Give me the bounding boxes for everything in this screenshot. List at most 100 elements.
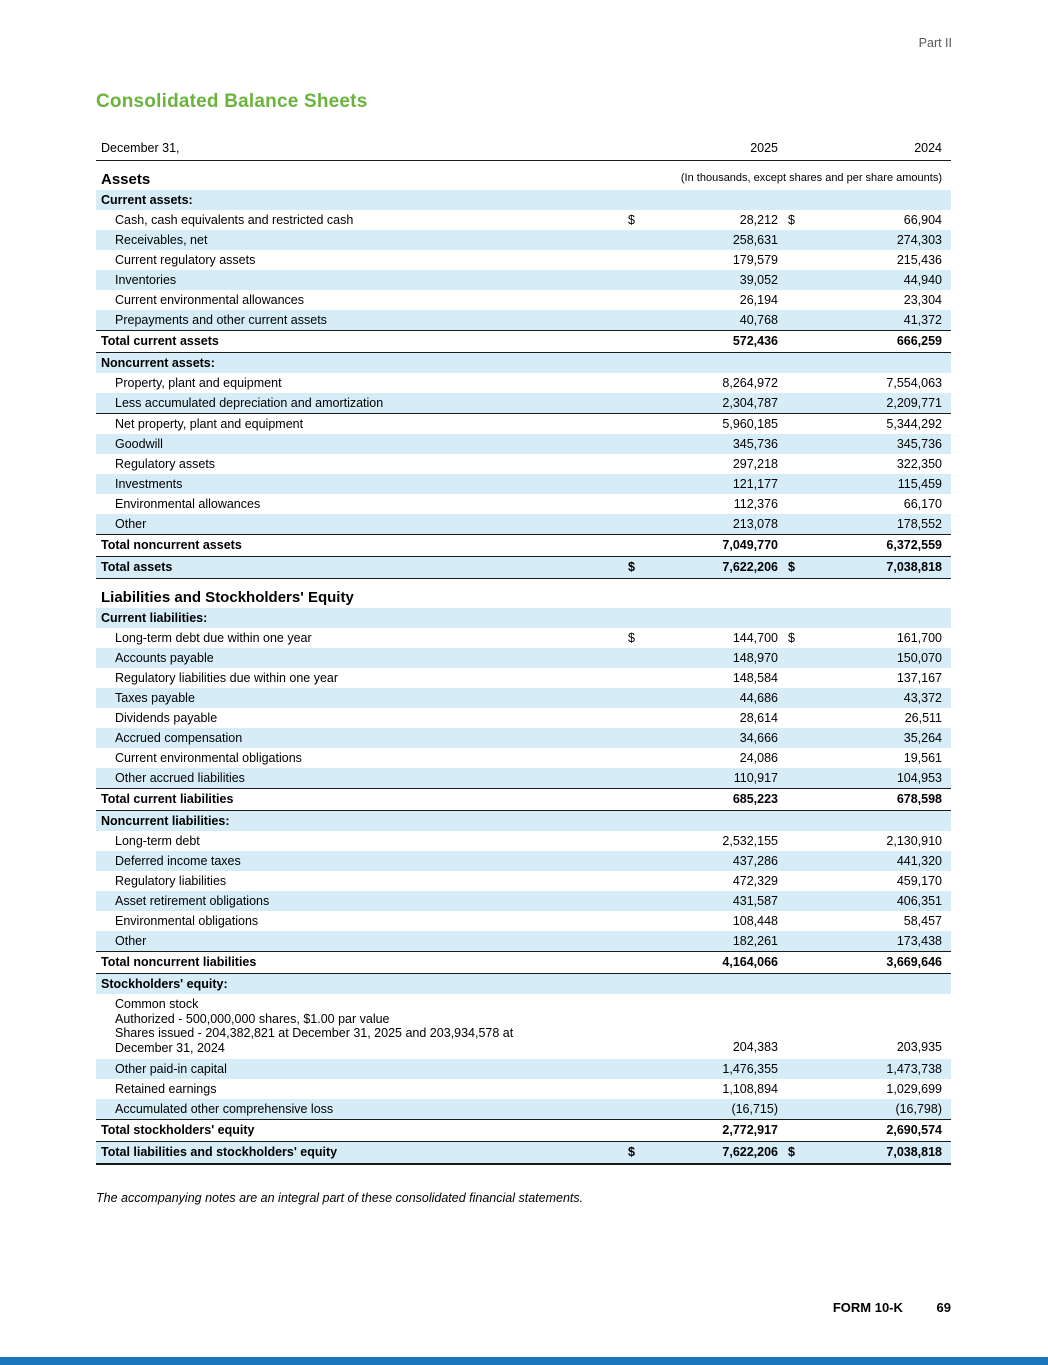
row-label: Net property, plant and equipment [115, 416, 304, 431]
row-label: Inventories [115, 272, 177, 287]
row-label: Total current liabilities [101, 792, 234, 806]
currency-2025: $ [628, 630, 635, 645]
value-2024: 161,700 [896, 630, 942, 645]
value-2024: 3,669,646 [886, 955, 942, 969]
value-2024: 1,473,738 [886, 1061, 942, 1076]
section-row: Current liabilities: [96, 608, 951, 628]
value-2024: 7,038,818 [886, 560, 942, 574]
currency-2024: $ [788, 630, 795, 645]
table-row: Other 213,078 178,552 [96, 514, 951, 534]
value-2024: 43,372 [903, 690, 942, 705]
row-label: Stockholders' equity: [101, 976, 228, 991]
value-2024: 23,304 [903, 292, 942, 307]
row-label-line: Authorized - 500,000,000 shares, $1.00 p… [115, 1011, 390, 1026]
row-label: Deferred income taxes [115, 853, 241, 868]
row-label: Current liabilities: [101, 610, 208, 625]
value-2025: 34,666 [739, 730, 778, 745]
table-row: Accumulated other comprehensive loss (16,… [96, 1099, 951, 1119]
value-2025: 297,218 [732, 456, 778, 471]
value-2025: 7,622,206 [722, 560, 778, 574]
form-label: FORM 10-K [832, 1300, 903, 1315]
value-2025: 213,078 [732, 516, 778, 531]
value-2025: 8,264,972 [722, 375, 778, 390]
value-2025: 472,329 [732, 873, 778, 888]
value-2025: 2,532,155 [722, 833, 778, 848]
row-label: Goodwill [115, 436, 163, 451]
content: Consolidated Balance Sheets December 31,… [96, 91, 951, 1205]
table-row: Cash, cash equivalents and restricted ca… [96, 210, 951, 230]
value-2025: 685,223 [732, 792, 778, 806]
total-row: Total liabilities and stockholders' equi… [96, 1142, 951, 1165]
table-row: Current regulatory assets 179,579 215,436 [96, 250, 951, 270]
row-label-line: December 31, 2024 [115, 1040, 225, 1055]
value-2025: 26,194 [739, 292, 778, 307]
value-2025: 204,383 [732, 1040, 778, 1054]
table-row: Prepayments and other current assets 40,7… [96, 310, 951, 330]
value-2024: 178,552 [896, 516, 942, 531]
currency-2024: $ [788, 560, 795, 574]
row-label: Cash, cash equivalents and restricted ca… [115, 212, 354, 227]
row-label: Prepayments and other current assets [115, 312, 327, 327]
value-2025: 5,960,185 [722, 416, 778, 431]
value-2025: 112,376 [733, 496, 778, 511]
value-2025: 572,436 [732, 334, 778, 348]
row-label: Current regulatory assets [115, 252, 256, 267]
value-2024: 1,029,699 [886, 1081, 942, 1096]
value-2024: 215,436 [896, 252, 942, 267]
table-row: Environmental allowances 112,376 66,170 [96, 494, 951, 514]
value-2025: 4,164,066 [722, 955, 778, 969]
row-label: Accounts payable [115, 650, 214, 665]
row-label: Regulatory liabilities [115, 873, 227, 888]
table-row: Deferred income taxes 437,286 441,320 [96, 851, 951, 871]
value-2024: 678,598 [896, 792, 942, 806]
row-label: Total noncurrent assets [101, 538, 242, 552]
table-row: Other paid-in capital 1,476,355 1,473,738 [96, 1059, 951, 1079]
units-note: (In thousands, except shares and per sha… [680, 172, 942, 184]
section-row: Stockholders' equity: [96, 974, 951, 994]
value-2024: 26,511 [904, 710, 942, 725]
form-footer: FORM 10-K 69 [833, 1300, 951, 1315]
value-2024: 35,264 [903, 730, 942, 745]
table-row: Less accumulated depreciation and amorti… [96, 393, 951, 414]
row-label: Other accrued liabilities [115, 770, 245, 785]
group-heading: Assets [101, 171, 151, 188]
table-row: Goodwill 345,736 345,736 [96, 434, 951, 454]
table-row: Accrued compensation 34,666 35,264 [96, 728, 951, 748]
value-2025: 2,304,787 [722, 395, 778, 410]
row-label: Total current assets [101, 334, 219, 348]
total-row: Total current liabilities 685,223 678,598 [96, 788, 951, 811]
row-label: Investments [115, 476, 183, 491]
row-label: Less accumulated depreciation and amorti… [115, 395, 384, 410]
value-2025: 182,261 [732, 933, 778, 948]
section-row: Noncurrent liabilities: [96, 811, 951, 831]
value-2024: 345,736 [896, 436, 942, 451]
row-label: Current environmental allowances [115, 292, 304, 307]
table-row: Other 182,261 173,438 [96, 931, 951, 951]
value-2024: 274,303 [896, 232, 942, 247]
table-row: Net property, plant and equipment 5,960,1… [96, 414, 951, 434]
row-label: Receivables, net [115, 232, 208, 247]
currency-2025: $ [628, 212, 635, 227]
row-label: Noncurrent liabilities: [101, 813, 230, 828]
value-2024: 322,350 [896, 456, 942, 471]
group-row: Assets (In thousands, except shares and p… [96, 161, 951, 190]
row-label: Regulatory liabilities due within one ye… [115, 670, 339, 685]
table-row: Accounts payable 148,970 150,070 [96, 648, 951, 668]
value-2024: 5,344,292 [886, 416, 942, 431]
value-2025: 144,700 [732, 630, 778, 645]
table-row: Regulatory liabilities 472,329 459,170 [96, 871, 951, 891]
row-label: Other [115, 516, 147, 531]
page-number: 69 [936, 1300, 951, 1315]
table-row: Environmental obligations 108,448 58,457 [96, 911, 951, 931]
value-2025: 28,614 [739, 710, 778, 725]
value-2024: 44,940 [903, 272, 942, 287]
group-heading: Liabilities and Stockholders' Equity [101, 589, 354, 606]
value-2024: 173,438 [896, 933, 942, 948]
row-label: Total liabilities and stockholders' equi… [101, 1145, 338, 1159]
row-label: Current environmental obligations [115, 750, 302, 765]
value-2024: 459,170 [896, 873, 942, 888]
currency-2025: $ [628, 560, 635, 574]
value-2024: 2,209,771 [886, 395, 942, 410]
value-2025: 44,686 [739, 690, 778, 705]
